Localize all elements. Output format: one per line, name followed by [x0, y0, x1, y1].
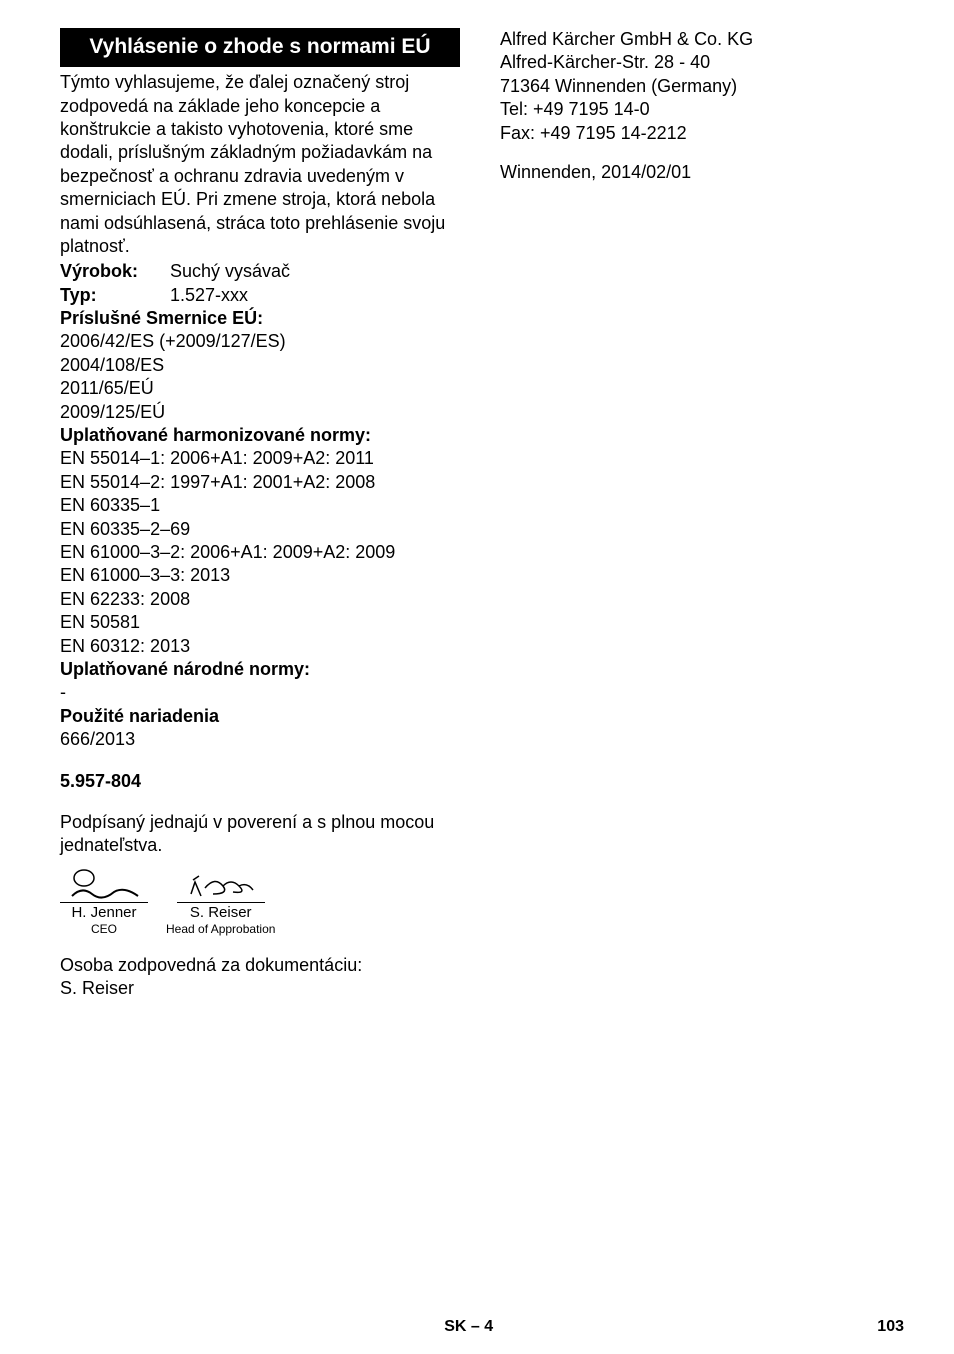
- page-number: 103: [877, 1317, 904, 1338]
- left-column: Vyhlásenie o zhode s normami EÚ Týmto vy…: [60, 28, 460, 1001]
- norm-item: EN 61000–3–2: 2006+A1: 2009+A2: 2009: [60, 541, 460, 564]
- signature-2: S. Reiser Head of Approbation: [166, 868, 275, 938]
- page-footer: SK – 4 103: [0, 1317, 904, 1338]
- responsible-label: Osoba zodpovedná za dokumentáciu:: [60, 954, 460, 977]
- national-heading: Uplatňované národné normy:: [60, 658, 460, 681]
- responsible-name: S. Reiser: [60, 977, 460, 1000]
- directives-heading: Príslušné Smernice EÚ:: [60, 307, 460, 330]
- company-name: Alfred Kärcher GmbH & Co. KG: [500, 28, 904, 51]
- intro-text: Týmto vyhlasujeme, že ďalej označený str…: [60, 71, 460, 258]
- company-street: Alfred-Kärcher-Str. 28 - 40: [500, 51, 904, 74]
- directive-item: 2004/108/ES: [60, 354, 460, 377]
- norm-item: EN 50581: [60, 611, 460, 634]
- company-fax: Fax: +49 7195 14-2212: [500, 122, 904, 145]
- regulations-heading: Použité nariadenia: [60, 705, 460, 728]
- declaration-title: Vyhlásenie o zhode s normami EÚ: [60, 28, 460, 67]
- company-city: 71364 Winnenden (Germany): [500, 75, 904, 98]
- type-label: Typ:: [60, 284, 170, 307]
- directive-item: 2009/125/EÚ: [60, 401, 460, 424]
- product-row: Výrobok: Suchý vysávač: [60, 260, 460, 283]
- company-tel: Tel: +49 7195 14-0: [500, 98, 904, 121]
- signature-block: H. Jenner CEO S. Reiser Head of Approbat…: [60, 868, 460, 938]
- regulation-value: 666/2013: [60, 728, 460, 751]
- directive-item: 2011/65/EÚ: [60, 377, 460, 400]
- norm-item: EN 62233: 2008: [60, 588, 460, 611]
- sig2-title: Head of Approbation: [166, 922, 275, 938]
- harmonized-heading: Uplatňované harmonizované normy:: [60, 424, 460, 447]
- national-value: -: [60, 681, 460, 704]
- product-value: Suchý vysávač: [170, 260, 290, 283]
- signature-icon: [181, 868, 261, 904]
- sig1-name: H. Jenner: [71, 903, 136, 923]
- product-label: Výrobok:: [60, 260, 170, 283]
- norm-item: EN 55014–2: 1997+A1: 2001+A2: 2008: [60, 471, 460, 494]
- type-value: 1.527-xxx: [170, 284, 248, 307]
- norm-item: EN 60335–2–69: [60, 518, 460, 541]
- document-number: 5.957-804: [60, 770, 460, 793]
- signature-icon: [64, 868, 144, 904]
- sig1-title: CEO: [91, 922, 117, 938]
- right-column: Alfred Kärcher GmbH & Co. KG Alfred-Kärc…: [490, 28, 904, 1001]
- signatory-text: Podpísaný jednajú v poverení a s plnou m…: [60, 811, 460, 858]
- place-date: Winnenden, 2014/02/01: [500, 161, 904, 184]
- type-row: Typ: 1.527-xxx: [60, 284, 460, 307]
- norm-item: EN 60312: 2013: [60, 635, 460, 658]
- sig2-name: S. Reiser: [190, 903, 252, 923]
- directive-item: 2006/42/ES (+2009/127/ES): [60, 330, 460, 353]
- norm-item: EN 55014–1: 2006+A1: 2009+A2: 2011: [60, 447, 460, 470]
- signature-1: H. Jenner CEO: [60, 868, 148, 938]
- footer-center: SK – 4: [60, 1317, 877, 1338]
- norm-item: EN 61000–3–3: 2013: [60, 564, 460, 587]
- norm-item: EN 60335–1: [60, 494, 460, 517]
